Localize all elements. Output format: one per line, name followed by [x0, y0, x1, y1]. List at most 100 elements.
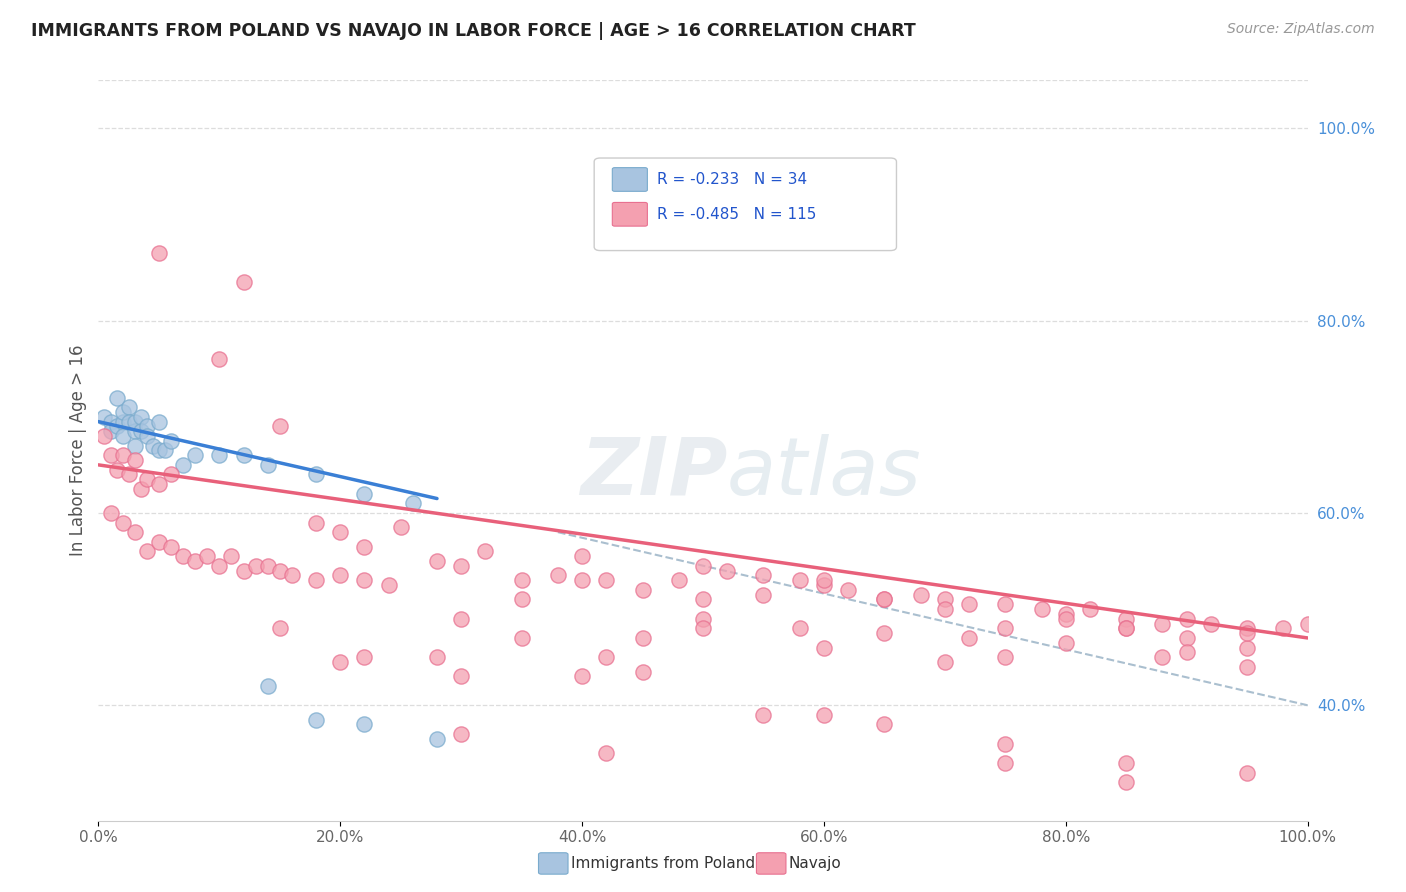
Point — [450, 558, 472, 573]
Point — [692, 558, 714, 573]
Point — [232, 448, 254, 462]
Point — [124, 525, 146, 540]
Point — [232, 275, 254, 289]
Point — [994, 597, 1017, 611]
Point — [124, 453, 146, 467]
Point — [100, 506, 122, 520]
Point — [1296, 616, 1319, 631]
Point — [142, 439, 165, 453]
Point — [837, 582, 859, 597]
Point — [450, 727, 472, 741]
Point — [148, 415, 170, 429]
Point — [1115, 756, 1137, 770]
Point — [752, 707, 775, 722]
Point — [1152, 616, 1174, 631]
Point — [426, 554, 449, 568]
Point — [111, 415, 134, 429]
Point — [111, 429, 134, 443]
Point — [124, 415, 146, 429]
Point — [994, 621, 1017, 635]
Point — [172, 549, 194, 564]
Point — [994, 756, 1017, 770]
Point — [873, 592, 896, 607]
Point — [305, 516, 328, 530]
Point — [1236, 640, 1258, 655]
Point — [100, 424, 122, 438]
Point — [1054, 612, 1077, 626]
Point — [148, 477, 170, 491]
Point — [129, 482, 152, 496]
Point — [118, 400, 141, 414]
Text: Source: ZipAtlas.com: Source: ZipAtlas.com — [1227, 22, 1375, 37]
Point — [221, 549, 243, 564]
Point — [1078, 602, 1101, 616]
Point — [245, 558, 267, 573]
Point — [1115, 621, 1137, 635]
Point — [450, 612, 472, 626]
Point — [402, 496, 425, 510]
Point — [305, 713, 328, 727]
Point — [105, 419, 128, 434]
Point — [148, 443, 170, 458]
Point — [305, 574, 328, 588]
Point — [1115, 775, 1137, 789]
Point — [957, 597, 980, 611]
Text: R = -0.485   N = 115: R = -0.485 N = 115 — [657, 207, 817, 222]
Point — [571, 549, 593, 564]
Point — [510, 631, 533, 645]
Point — [450, 669, 472, 683]
Point — [934, 655, 956, 669]
Point — [934, 602, 956, 616]
Point — [1236, 660, 1258, 674]
Point — [195, 549, 218, 564]
Point — [547, 568, 569, 582]
Point — [692, 592, 714, 607]
FancyBboxPatch shape — [595, 158, 897, 251]
Point — [668, 574, 690, 588]
Point — [595, 747, 617, 761]
Point — [111, 516, 134, 530]
Point — [426, 650, 449, 665]
Point — [1115, 612, 1137, 626]
Point — [474, 544, 496, 558]
Point — [1236, 626, 1258, 640]
Point — [1272, 621, 1295, 635]
Point — [148, 534, 170, 549]
Point — [910, 588, 932, 602]
Text: Navajo: Navajo — [789, 856, 842, 871]
Point — [1031, 602, 1053, 616]
Point — [631, 665, 654, 679]
Point — [377, 578, 399, 592]
Point — [994, 650, 1017, 665]
Point — [281, 568, 304, 582]
Text: R = -0.233   N = 34: R = -0.233 N = 34 — [657, 172, 807, 187]
Point — [135, 419, 157, 434]
Point — [353, 650, 375, 665]
Point — [256, 558, 278, 573]
Point — [124, 424, 146, 438]
Point — [269, 419, 291, 434]
Point — [1054, 607, 1077, 621]
Point — [1236, 765, 1258, 780]
Point — [208, 448, 231, 462]
Point — [208, 558, 231, 573]
Point — [631, 582, 654, 597]
Point — [100, 448, 122, 462]
Point — [1152, 650, 1174, 665]
Point — [1115, 621, 1137, 635]
Point — [135, 429, 157, 443]
Point — [789, 574, 811, 588]
Point — [305, 467, 328, 482]
Point — [510, 592, 533, 607]
Y-axis label: In Labor Force | Age > 16: In Labor Force | Age > 16 — [69, 344, 87, 557]
Point — [269, 564, 291, 578]
Point — [1175, 645, 1198, 659]
Point — [135, 544, 157, 558]
Point — [813, 640, 835, 655]
Point — [752, 568, 775, 582]
Text: IMMIGRANTS FROM POLAND VS NAVAJO IN LABOR FORCE | AGE > 16 CORRELATION CHART: IMMIGRANTS FROM POLAND VS NAVAJO IN LABO… — [31, 22, 915, 40]
FancyBboxPatch shape — [613, 168, 647, 191]
Point — [353, 574, 375, 588]
Point — [1175, 612, 1198, 626]
Point — [118, 467, 141, 482]
